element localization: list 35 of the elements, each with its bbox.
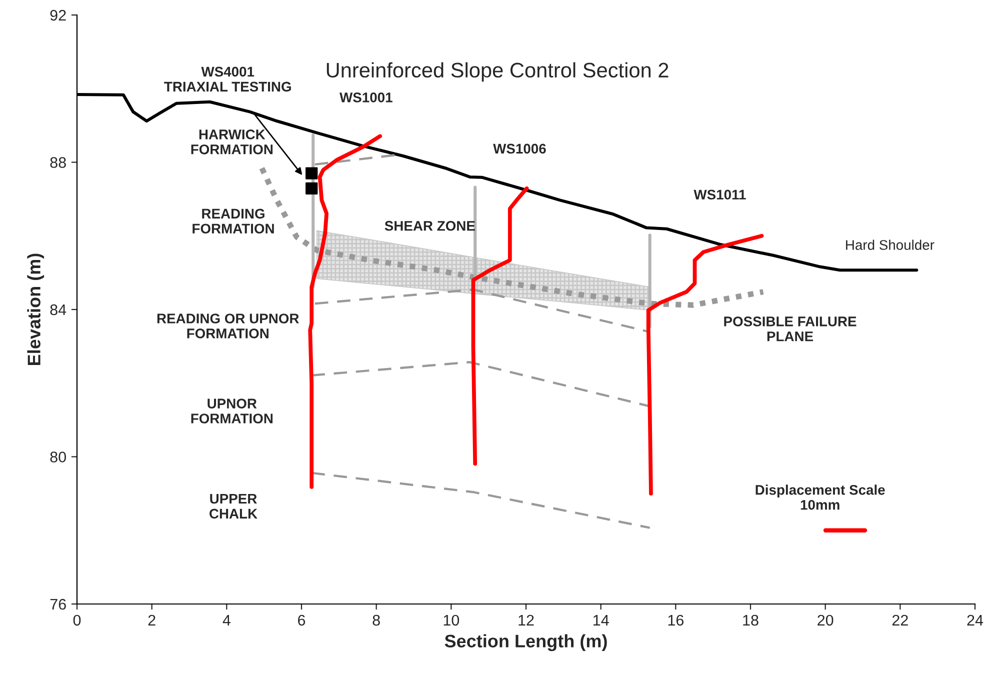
x-tick-label: 12 <box>518 614 534 626</box>
y-tick-label: 88 <box>50 157 66 168</box>
y-tick-label: 76 <box>50 598 66 610</box>
y-tick-label: 80 <box>50 452 66 462</box>
annotation: WS4001 TRIAXIAL TESTING <box>164 66 291 92</box>
x-tick-label: 20 <box>818 614 834 626</box>
x-axis-title: Section Length (m) <box>444 634 607 652</box>
x-tick-label: 2 <box>148 614 156 626</box>
y-tick-label: 92 <box>50 10 66 21</box>
x-tick-label: 24 <box>967 614 984 626</box>
annotation: READING FORMATION <box>192 208 274 234</box>
x-tick-label: 16 <box>668 614 684 626</box>
annotation: WS1011 <box>694 190 746 200</box>
x-tick-label: 8 <box>372 614 380 626</box>
annotation: READING OR UPNOR FORMATION <box>157 314 299 338</box>
y-tick-label: 84 <box>50 304 66 316</box>
annotation: Hard Shoulder <box>846 240 934 250</box>
annotation: UPPER CHALK <box>210 494 258 519</box>
x-tick-label: 10 <box>444 614 460 626</box>
annotation: POSSIBLE FAILURE PLANE <box>724 316 856 342</box>
line-series <box>308 134 382 489</box>
x-tick-label: 22 <box>892 614 908 626</box>
annotation: SHEAR ZONE <box>384 220 475 231</box>
x-tick-label: 14 <box>594 614 609 626</box>
x-tick-label: 6 <box>298 614 306 626</box>
annotation: UPNOR FORMATION <box>191 398 273 424</box>
x-tick-label: 18 <box>743 614 758 626</box>
annotation: WS1001 <box>340 92 392 102</box>
annotation: HARWICK FORMATION <box>191 130 273 154</box>
annotation: Displacement Scale 10mm <box>756 484 885 510</box>
x-tick-label: 4 <box>222 614 230 626</box>
text: Unreinforced Slope Control Section 2 <box>326 62 668 82</box>
annotation: WS1006 <box>493 144 546 154</box>
x-tick-label: 0 <box>73 614 81 626</box>
y-axis-title: Elevation (m) <box>27 254 44 365</box>
